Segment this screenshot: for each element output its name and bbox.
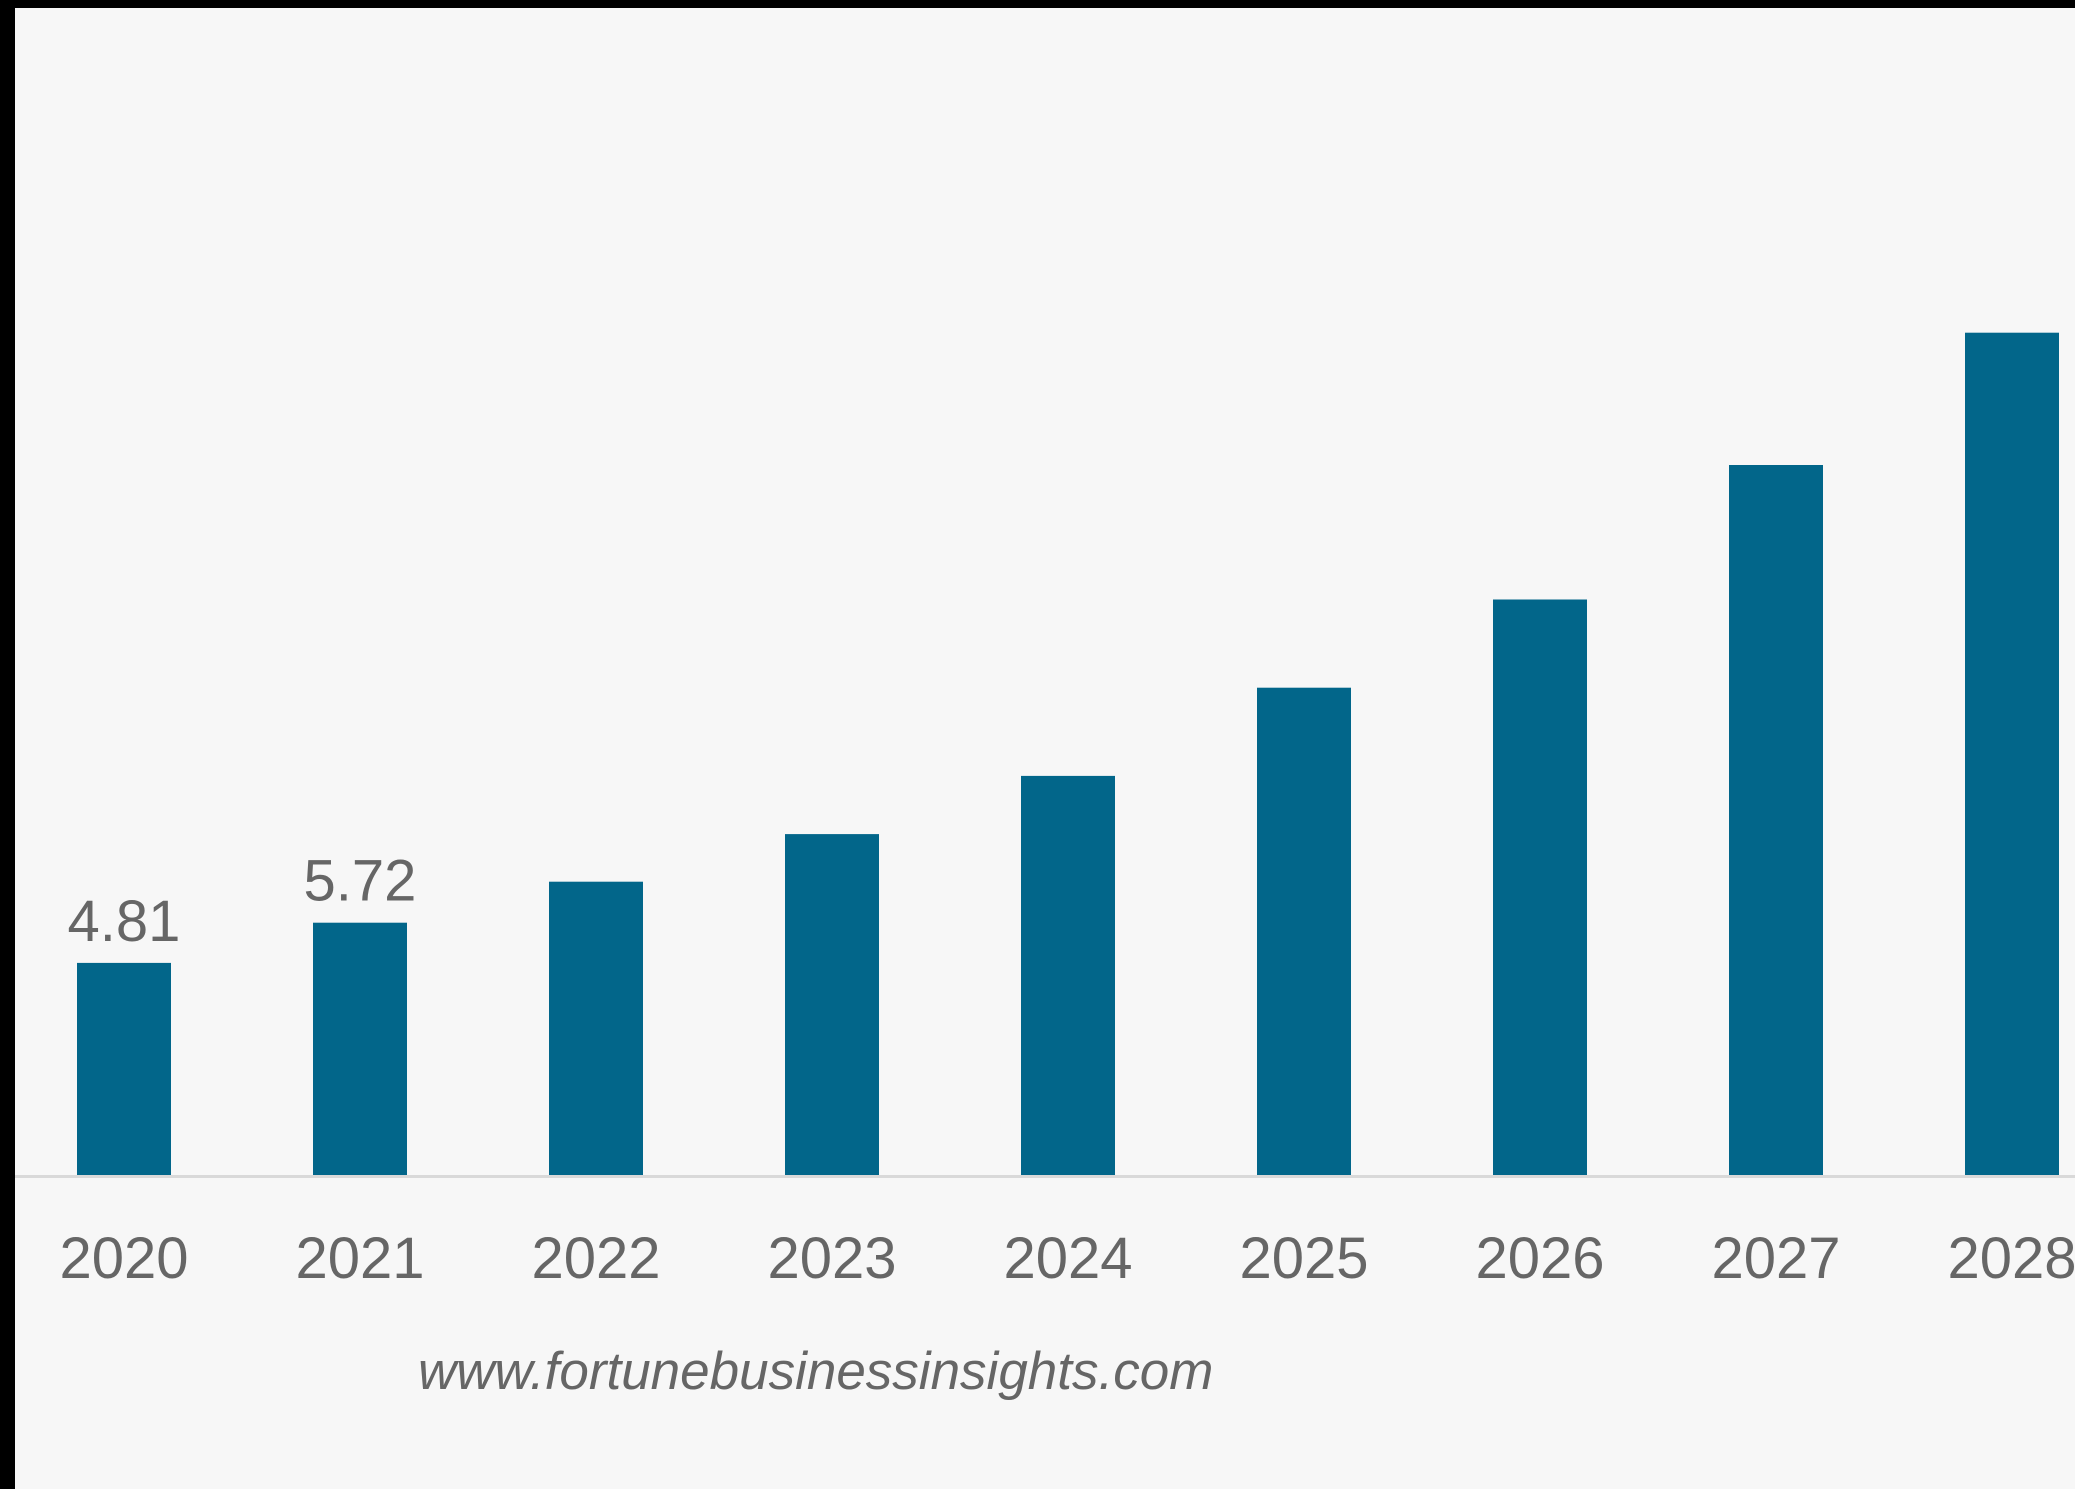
x-tick-label-2022: 2022 (531, 1226, 660, 1291)
chart-frame: 2020 2021 2022 2023 2024 2025 2026 2027 2028 4.81… (15, 8, 2075, 1489)
data-label-2020: 4.81 (68, 889, 181, 954)
bar-2021 (313, 922, 407, 1175)
bar-2027 (1729, 465, 1823, 1175)
x-tick-label-2021: 2021 (295, 1226, 424, 1291)
source-label: www.fortunebusinessinsights.com (418, 1342, 1214, 1401)
bar-2022 (549, 881, 643, 1175)
data-label-2021: 5.72 (304, 849, 417, 914)
x-tick-label-2024: 2024 (1003, 1226, 1132, 1291)
bar-2025 (1257, 687, 1351, 1175)
x-tick-label-2025: 2025 (1239, 1226, 1368, 1291)
bar-2028 (1965, 332, 2059, 1175)
bar-2020 (77, 962, 171, 1175)
x-tick-label-2026: 2026 (1475, 1226, 1604, 1291)
x-tick-label-2027: 2027 (1711, 1226, 1840, 1291)
x-tick-label-2023: 2023 (767, 1226, 896, 1291)
x-tick-label-2028: 2028 (1947, 1226, 2075, 1291)
bar-2024 (1021, 775, 1115, 1175)
x-tick-label-2020: 2020 (59, 1226, 188, 1291)
bar-2023 (785, 834, 879, 1175)
bar-chart: 2020 2021 2022 2023 2024 2025 2026 2027 2028 4.81… (15, 332, 2075, 1291)
bar-2026 (1493, 599, 1587, 1175)
